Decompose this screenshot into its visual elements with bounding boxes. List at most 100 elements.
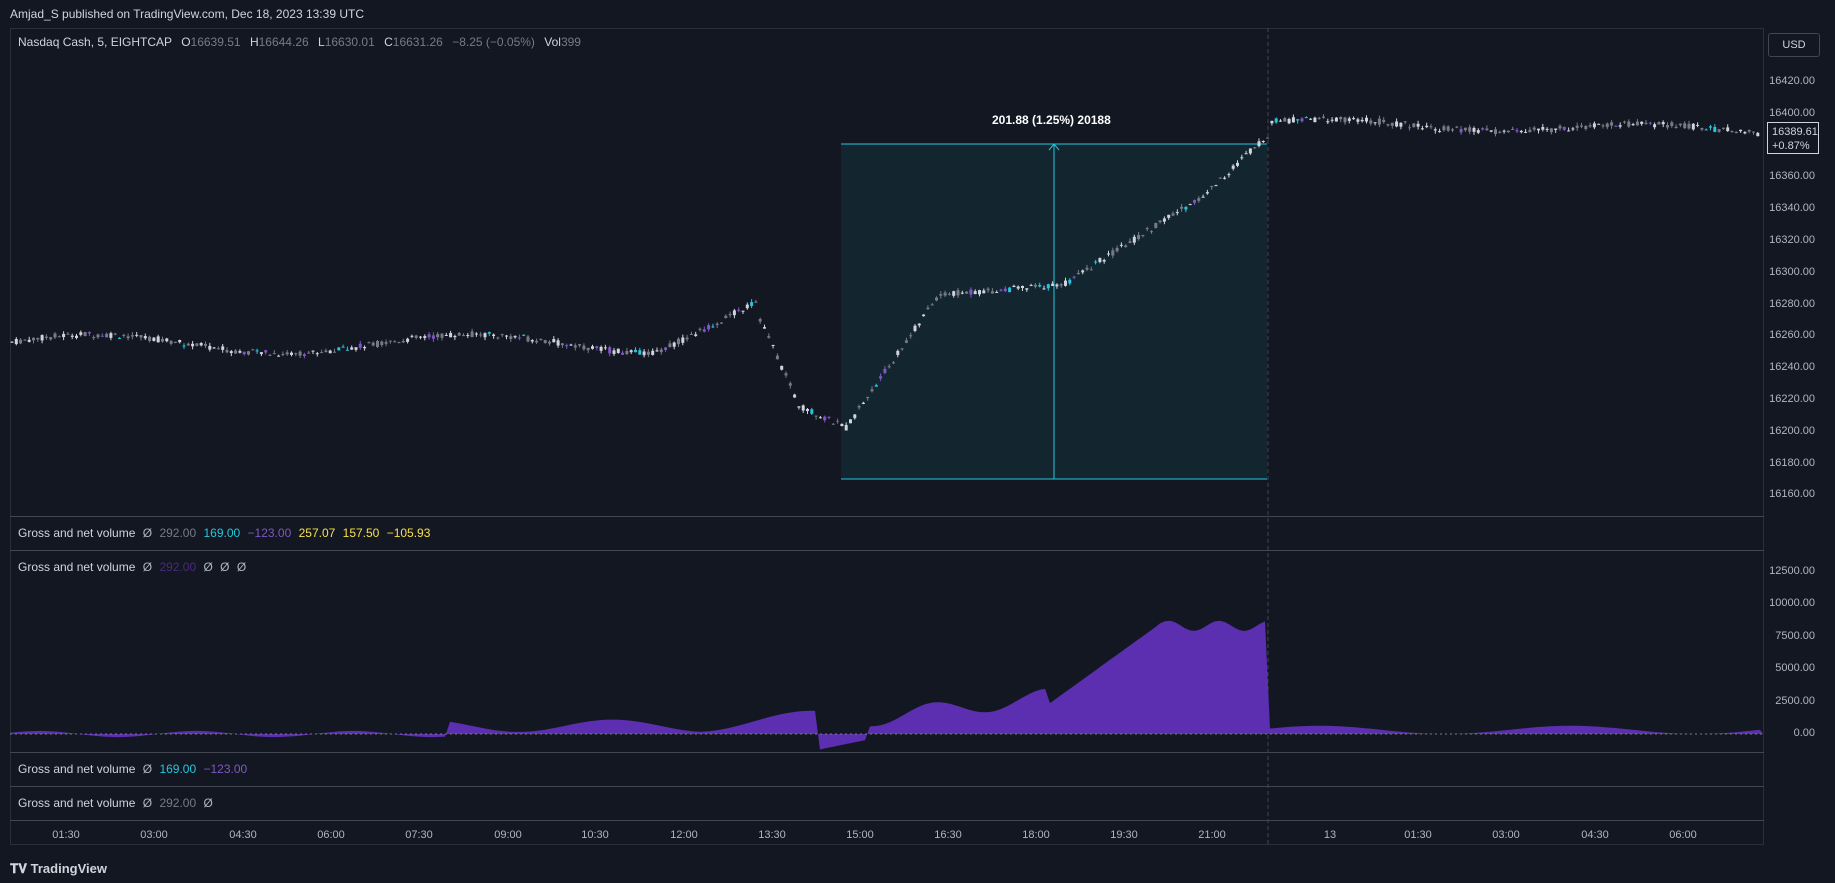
time-tick: 07:30 (405, 829, 433, 841)
net-volume-area (10, 620, 1763, 750)
volume-value: 399 (560, 35, 581, 49)
candle-body (1580, 125, 1583, 127)
candle-body (1635, 121, 1639, 126)
pane-separator[interactable] (10, 516, 1764, 517)
candle-body (569, 344, 573, 346)
indicator-title[interactable]: Gross and net volume (18, 796, 136, 810)
candle-body (388, 340, 392, 342)
candle-body (965, 291, 969, 294)
candle-body (702, 329, 706, 332)
candle-body (431, 335, 435, 339)
candle-body (1330, 119, 1334, 121)
candle-body (608, 347, 612, 354)
symbol-name[interactable]: Nasdaq Cash, 5, EIGHTCAP (18, 35, 172, 49)
candle-body (109, 333, 113, 338)
candle-body (1631, 124, 1635, 126)
candle-body (1666, 125, 1669, 128)
candle-body (1326, 121, 1330, 123)
candle-body (195, 343, 199, 346)
indicator-value: −105.93 (386, 526, 431, 540)
time-tick: 01:30 (1404, 829, 1432, 841)
candle-body (345, 349, 349, 351)
candle-body (870, 389, 874, 392)
candle-body (814, 415, 818, 417)
candle-body (1128, 241, 1132, 243)
candle-body (229, 351, 233, 354)
pane-separator[interactable] (10, 786, 1764, 787)
candle-body (70, 335, 74, 337)
candle-body (930, 304, 934, 306)
candle-body (376, 340, 379, 348)
candle-body (1029, 285, 1033, 287)
candle-body (1257, 141, 1261, 147)
candle-body (1287, 118, 1291, 124)
indicator-legend-1[interactable]: Gross and net volume Ø 292.00 169.00 −12… (18, 526, 430, 540)
candle-body (324, 350, 328, 353)
candle-body (892, 362, 895, 364)
brand-name: TradingView (30, 861, 107, 876)
candle-body (887, 366, 891, 368)
candle-body (956, 290, 960, 296)
indicator-value: 292.00 (159, 526, 197, 540)
candle-body (844, 425, 848, 431)
candle-body (259, 352, 263, 355)
time-tick: 09:00 (494, 829, 522, 841)
candle-body (1193, 200, 1196, 203)
pane-separator[interactable] (10, 820, 1764, 821)
time-tick: 13 (1323, 829, 1337, 841)
candle-body (1175, 212, 1179, 214)
settings-symbol: Ø (142, 762, 153, 776)
time-tick: 03:00 (1492, 829, 1520, 841)
candle-body (40, 335, 44, 341)
candle-body (242, 351, 246, 355)
candle-body (1425, 125, 1429, 128)
candle-body (1339, 116, 1343, 120)
candle-body (328, 350, 332, 354)
candle-body (655, 350, 659, 352)
candle-body (496, 337, 500, 339)
candle-body (1300, 118, 1304, 122)
candle-body (720, 322, 723, 324)
candle-body (810, 409, 814, 414)
time-tick: 12:00 (670, 829, 698, 841)
symbol-legend[interactable]: Nasdaq Cash, 5, EIGHTCAP O16639.51 H1664… (18, 35, 581, 49)
indicator-legend-3[interactable]: Gross and net volume Ø 169.00 −123.00 (18, 762, 247, 776)
candle-body (651, 350, 655, 355)
indicator-value: 292.00 (159, 796, 197, 810)
candle-body (1167, 214, 1171, 218)
indicator-title[interactable]: Gross and net volume (18, 526, 136, 540)
candle-body (1343, 117, 1347, 123)
open-value: 16639.51 (190, 35, 241, 49)
indicator-title[interactable]: Gross and net volume (18, 762, 136, 776)
time-tick: 04:30 (229, 829, 257, 841)
indicator-title[interactable]: Gross and net volume (18, 560, 136, 574)
candle-body (1704, 129, 1708, 131)
candle-body (1403, 121, 1407, 123)
candle-body (1180, 206, 1184, 209)
time-tick: 16:30 (934, 829, 962, 841)
candle-body (474, 333, 478, 335)
candle-body (694, 334, 698, 336)
candle-body (281, 354, 285, 356)
tradingview-logo[interactable]: 𝐓𝐕 TradingView (10, 861, 107, 877)
candle-body (513, 336, 517, 338)
candle-body (750, 302, 754, 306)
indicator-legend-2[interactable]: Gross and net volume Ø 292.00 Ø Ø Ø (18, 560, 246, 574)
last-price-change: +0.87% (1772, 140, 1810, 152)
candle-body (500, 334, 504, 336)
time-tick: 03:00 (140, 829, 168, 841)
pane-separator[interactable] (10, 550, 1764, 551)
settings-symbol: Ø (142, 560, 153, 574)
candle-body (754, 301, 758, 303)
currency-button[interactable]: USD (1768, 33, 1820, 57)
candle-body (935, 297, 938, 301)
pane-separator[interactable] (10, 752, 1764, 753)
candle-body (290, 352, 293, 355)
measure-arrow-head (1048, 143, 1060, 151)
candle-body (1313, 117, 1317, 123)
candle-body (363, 347, 367, 349)
candle-body (1446, 126, 1450, 131)
candle-body (251, 349, 255, 351)
indicator-legend-4[interactable]: Gross and net volume Ø 292.00 Ø (18, 796, 213, 810)
